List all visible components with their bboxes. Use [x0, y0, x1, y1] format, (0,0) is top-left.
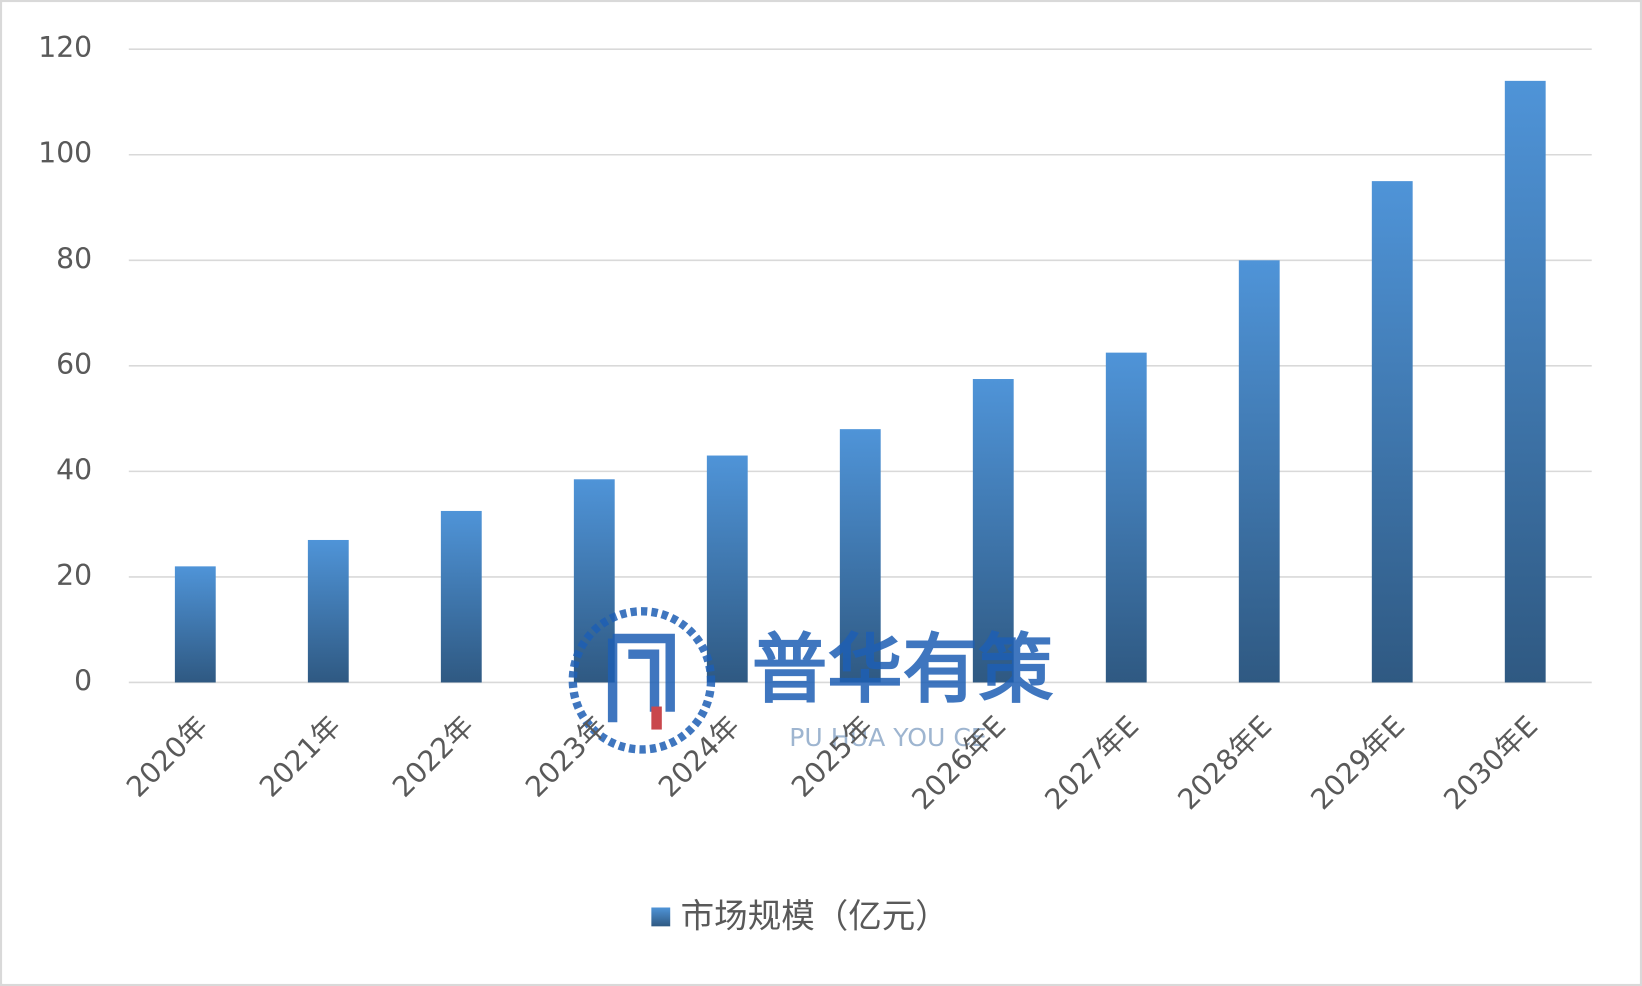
- grid: 0 20 40 60 80 100 120: [38, 31, 1592, 697]
- y-tick-label: 80: [56, 242, 92, 275]
- bar: [1371, 181, 1413, 683]
- bar: [839, 429, 881, 683]
- bar: [706, 455, 748, 683]
- legend-label: 市场规模（亿元）: [681, 896, 949, 935]
- legend: 市场规模（亿元）: [651, 896, 949, 935]
- bar: [1105, 352, 1147, 683]
- bar: [174, 566, 216, 683]
- y-tick-label: 0: [74, 664, 92, 697]
- watermark-subtitle: PU HUA YOU CE: [789, 723, 986, 752]
- bar: [440, 510, 482, 683]
- bar: [307, 539, 349, 683]
- bar: [1238, 260, 1280, 683]
- watermark-logo-mark: [607, 633, 675, 723]
- watermark-title: 普华有策: [752, 626, 1054, 714]
- y-tick-label: 60: [56, 348, 92, 381]
- y-tick-label: 120: [38, 31, 92, 64]
- watermark-logo-dot: [651, 706, 662, 730]
- y-tick-label: 100: [38, 137, 92, 170]
- bar: [972, 379, 1014, 683]
- watermark: 普华有策 PU HUA YOU CE: [568, 607, 1054, 754]
- legend-swatch: [651, 907, 671, 927]
- watermark-logo: [568, 607, 716, 754]
- y-tick-label: 20: [56, 559, 92, 592]
- bar: [1504, 80, 1546, 683]
- y-tick-label: 40: [56, 453, 92, 486]
- bars: [174, 80, 1546, 683]
